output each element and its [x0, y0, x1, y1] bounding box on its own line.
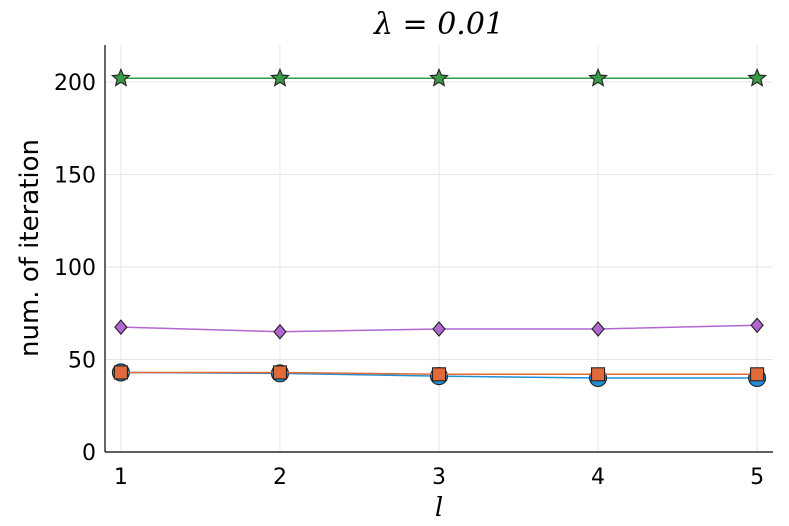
y-tick-label: 100 [54, 256, 96, 281]
grid [105, 45, 773, 453]
star-marker [747, 67, 768, 87]
x-tick-label: 1 [114, 465, 128, 490]
y-tick-label: 50 [68, 349, 96, 374]
square-marker [272, 365, 288, 380]
series-square [113, 365, 765, 382]
square-marker [750, 367, 765, 382]
star-marker [588, 67, 608, 87]
square-marker [590, 367, 606, 382]
axes [104, 45, 773, 453]
x-tick-label: 4 [591, 465, 605, 490]
diamond-marker [750, 317, 764, 334]
diamond-marker [591, 321, 605, 337]
series-diamond [114, 317, 764, 340]
square-marker [431, 367, 447, 382]
y-tick-label: 150 [54, 164, 96, 189]
series-star [110, 67, 768, 87]
x-tick-label: 3 [432, 465, 446, 490]
chart-title: λ = 0.01 [373, 7, 504, 42]
star-marker [270, 67, 290, 87]
y-axis-label: num. of iteration [15, 139, 45, 357]
star-marker [429, 67, 449, 87]
diamond-marker [273, 323, 287, 340]
diamond-marker [114, 319, 128, 335]
x-tick-label: 2 [273, 465, 287, 490]
x-tick-label: 5 [750, 465, 764, 490]
series [110, 67, 768, 388]
y-tick-label: 0 [82, 441, 96, 466]
square-marker [113, 365, 128, 380]
x-axis-label: l [435, 493, 443, 523]
diamond-marker [432, 321, 446, 337]
y-tick-label: 200 [54, 71, 96, 96]
star-marker [110, 67, 131, 87]
